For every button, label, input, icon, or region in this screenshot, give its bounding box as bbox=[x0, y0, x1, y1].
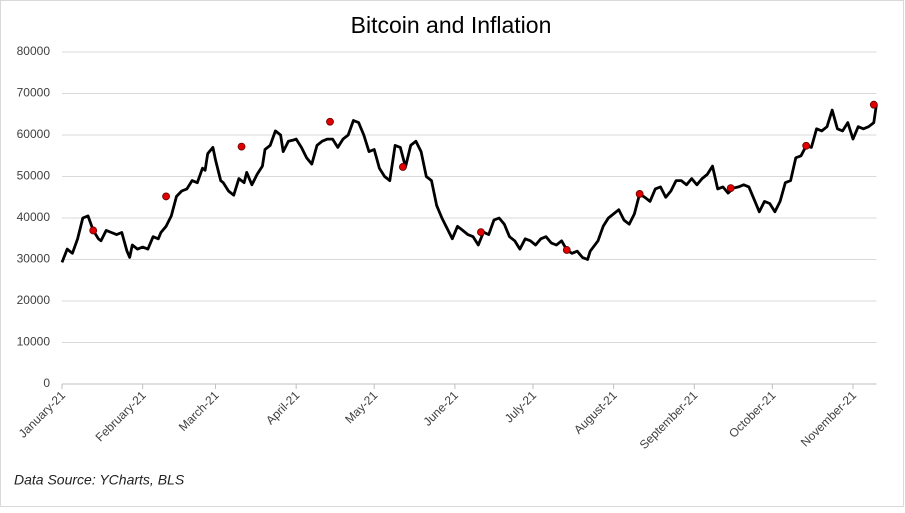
y-tick-label: 70000 bbox=[17, 86, 51, 100]
source-note: Data Source: YCharts, BLS bbox=[14, 472, 185, 488]
y-tick-label: 60000 bbox=[17, 127, 51, 141]
chart-title: Bitcoin and Inflation bbox=[351, 12, 552, 38]
marker bbox=[726, 184, 735, 193]
y-tick-label: 40000 bbox=[17, 210, 51, 224]
marker bbox=[477, 228, 485, 237]
marker bbox=[162, 192, 170, 201]
marker bbox=[326, 117, 334, 126]
y-tick-label: 80000 bbox=[17, 44, 51, 58]
marker bbox=[237, 142, 246, 151]
marker bbox=[802, 141, 811, 150]
marker bbox=[398, 163, 407, 171]
marker bbox=[869, 100, 878, 109]
y-tick-label: 30000 bbox=[17, 252, 51, 266]
price-line bbox=[60, 104, 878, 263]
y-tick-label: 10000 bbox=[17, 335, 51, 349]
marker bbox=[635, 190, 644, 198]
y-tick-label: 50000 bbox=[17, 169, 51, 183]
marker bbox=[562, 246, 571, 254]
y-tick-label: 20000 bbox=[17, 293, 51, 307]
y-tick-label: 0 bbox=[43, 376, 50, 390]
marker bbox=[89, 226, 98, 235]
